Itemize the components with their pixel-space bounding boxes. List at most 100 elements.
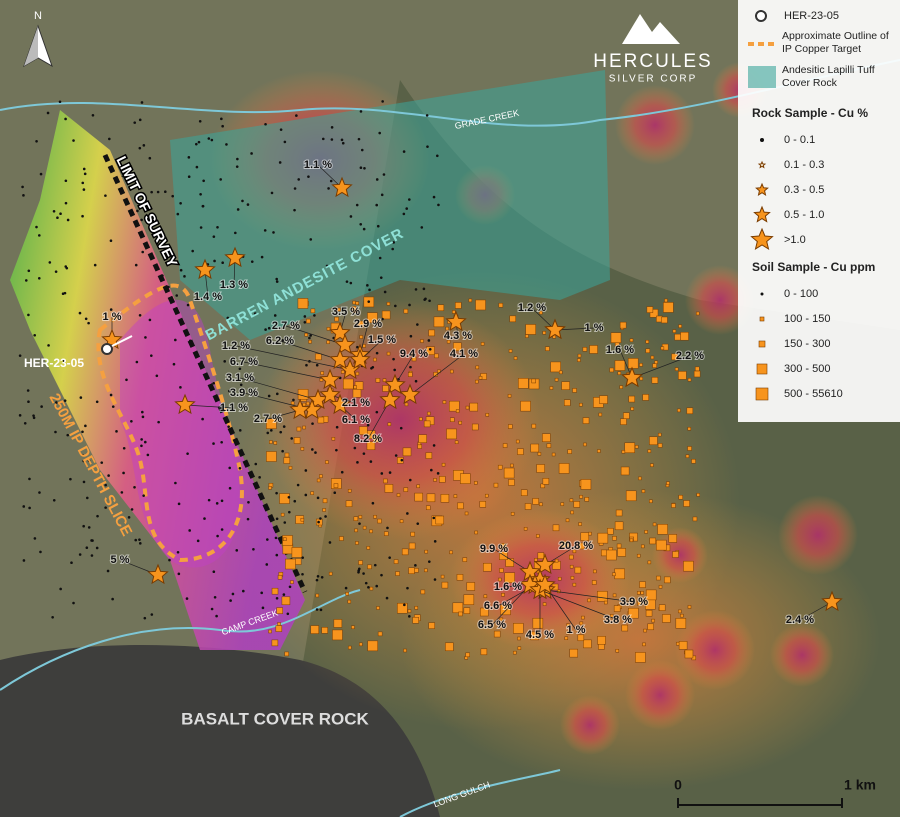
soil-sample <box>587 598 591 603</box>
rock-dot <box>140 218 143 222</box>
soil-sample <box>332 629 343 641</box>
soil-sample <box>426 493 436 503</box>
soil-sample <box>417 444 422 449</box>
rock-dot <box>18 414 22 417</box>
rock-dot <box>427 339 431 342</box>
soil-sample <box>628 607 639 619</box>
soil-sample <box>621 450 626 454</box>
soil-sample <box>634 445 639 449</box>
soil-sample <box>627 358 639 369</box>
rock-dot <box>320 575 324 579</box>
rock-dot <box>90 554 94 557</box>
rock-dot <box>22 505 26 508</box>
rock-dot <box>229 599 232 602</box>
rock-dot <box>414 564 417 567</box>
rock-dot <box>59 587 62 591</box>
rock-dot <box>72 139 75 142</box>
soil-sample <box>466 582 476 591</box>
rock-dot <box>85 496 89 500</box>
rock-dot <box>236 208 240 211</box>
grade-label: 6.5 % <box>478 619 506 631</box>
rock-dot <box>27 313 30 317</box>
soil-sample <box>290 580 294 584</box>
rock-dot <box>48 261 52 264</box>
soil-sample <box>580 479 592 490</box>
rock-star <box>174 393 196 415</box>
leader-line <box>243 361 331 381</box>
soil-sample <box>271 639 279 647</box>
soil-sample <box>658 604 666 611</box>
soil-sample <box>584 497 590 502</box>
rock-dot <box>304 469 308 472</box>
rock-dot <box>250 260 254 263</box>
soil-sample <box>643 628 647 633</box>
soil-sample <box>464 511 469 516</box>
rock-dot <box>82 459 85 463</box>
soil-sample <box>433 316 445 328</box>
rock-dot <box>55 401 58 404</box>
soil-sample <box>532 498 539 505</box>
soil-sample <box>629 338 634 342</box>
rock-dot <box>266 431 270 435</box>
rock-dot <box>425 114 429 117</box>
soil-sample <box>475 379 479 384</box>
grade-label: 2.4 % <box>786 614 814 626</box>
soil-sample <box>300 517 305 522</box>
soil-sample <box>348 645 352 650</box>
rock-dot <box>200 360 203 364</box>
soil-sample <box>591 580 597 585</box>
rock-dot <box>282 425 286 428</box>
rock-dot <box>436 154 439 158</box>
soil-sample <box>515 439 520 444</box>
soil-sample <box>340 370 345 374</box>
leader-line <box>631 355 691 379</box>
soil-sample <box>672 329 677 333</box>
rock-dot <box>393 368 396 372</box>
soil-sample <box>426 505 431 511</box>
rock-dot <box>375 203 379 207</box>
soil-sample <box>373 515 377 519</box>
soil-sample <box>345 500 353 507</box>
rock-dot <box>176 212 180 216</box>
rock-dot <box>246 517 250 521</box>
rock-dot <box>39 172 43 176</box>
rock-dot <box>325 264 329 268</box>
rock-dot <box>81 430 84 434</box>
rock-dot <box>378 256 382 260</box>
rock-dot <box>288 510 291 514</box>
rock-dot <box>82 524 85 528</box>
soil-sample <box>276 607 283 614</box>
rock-dot <box>368 288 371 292</box>
rock-dot <box>385 596 389 600</box>
rock-dot <box>135 360 139 364</box>
soil-sample <box>437 304 445 312</box>
soil-sample <box>419 417 423 421</box>
rock-dot <box>174 481 177 485</box>
soil-sample <box>502 443 508 448</box>
rock-dot <box>38 491 41 494</box>
rock-dot <box>47 344 50 347</box>
rock-dot <box>380 193 384 197</box>
rock-star <box>821 590 843 612</box>
soil-sample <box>386 351 391 356</box>
soil-sample <box>508 424 513 429</box>
legend-soil-class: 500 - 55610 <box>784 388 843 400</box>
basalt <box>0 645 440 817</box>
rock-dot <box>130 419 133 423</box>
rock-dot <box>301 556 304 559</box>
soil-sample <box>310 625 320 634</box>
rock-dot <box>213 259 216 263</box>
soil-sample <box>480 648 488 656</box>
rock-dot <box>87 526 91 529</box>
soil-sample <box>352 300 356 305</box>
soil-sample <box>647 623 654 631</box>
soil-sample <box>416 484 420 489</box>
soil-sample <box>642 394 649 401</box>
rock-dot <box>305 363 308 367</box>
soil-sample <box>649 436 658 446</box>
soil-sample <box>320 371 324 375</box>
rock-dot <box>133 486 136 489</box>
rock-dot <box>150 354 153 357</box>
soil-sample <box>384 484 394 493</box>
soil-sample <box>354 528 358 533</box>
